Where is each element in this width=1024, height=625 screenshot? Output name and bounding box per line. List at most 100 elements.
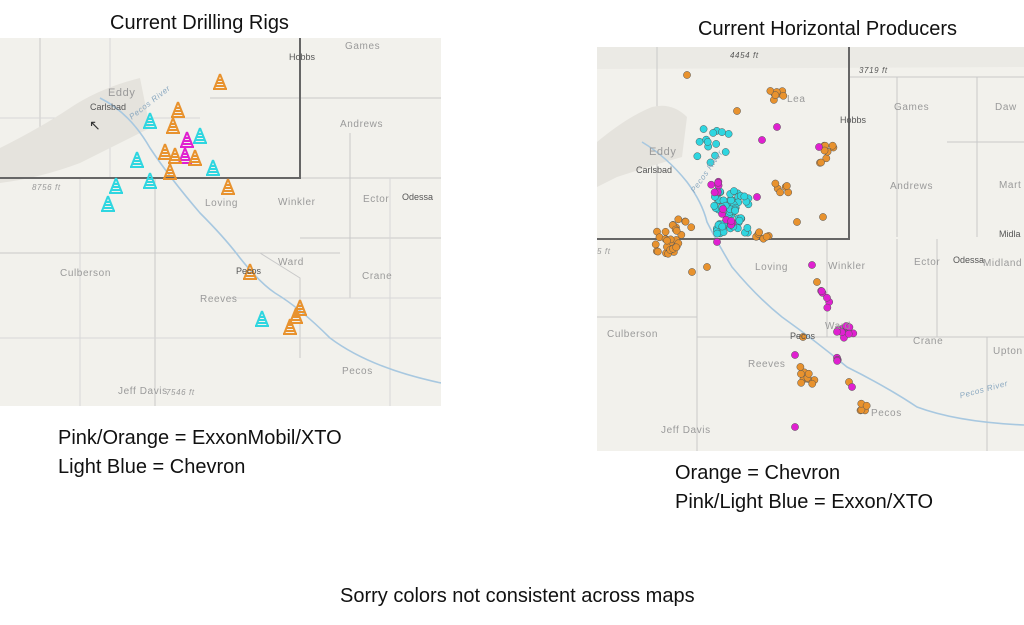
- label-pecos-county: Pecos: [342, 366, 373, 377]
- label-hobbs: Hobbs: [289, 52, 316, 62]
- drilling-rig-icon: [168, 147, 182, 164]
- label-elev-4454: 4454 ft: [730, 51, 759, 60]
- well-dot-icon: [727, 196, 735, 205]
- well-dot-icon: [687, 223, 696, 232]
- label-crane: Crane: [362, 271, 393, 282]
- drilling-rig-icon: [143, 112, 157, 129]
- well-dot-icon: [804, 369, 813, 378]
- well-dot-icon: [797, 370, 805, 378]
- drilling-rig-icon: [221, 178, 235, 195]
- left-legend-line-2: Light Blue = Chevron: [58, 456, 246, 478]
- right-legend-line-2: Pink/Light Blue = Exxon/XTO: [675, 491, 934, 513]
- well-dot-icon: [799, 333, 807, 341]
- right-map-title: Current Horizontal Producers: [698, 18, 957, 40]
- label-eddy: Eddy: [108, 87, 136, 99]
- well-dot-icon: [654, 247, 662, 256]
- left-map[interactable]: Games Hobbs Eddy Carlsbad Andrews 8756 f…: [0, 38, 441, 406]
- well-dot-icon: [718, 128, 726, 136]
- well-dot-icon: [674, 215, 683, 224]
- well-dot-icon: [719, 205, 727, 213]
- well-dot-icon: [695, 137, 704, 146]
- drilling-rig-icon: [243, 263, 257, 280]
- well-dot-icon: [762, 232, 771, 241]
- right-map[interactable]: 4454 ft 3719 ft Games Daw Lea Hobbs Eddy…: [597, 47, 1024, 451]
- well-dot-icon: [773, 123, 781, 131]
- label-culberson: Culberson: [60, 268, 111, 279]
- well-dot-icon: [823, 303, 832, 312]
- well-dot-icon: [693, 152, 702, 161]
- label-elev-left: 5 ft: [597, 247, 611, 256]
- well-dot-icon: [730, 187, 738, 195]
- label-winkler: Winkler: [278, 197, 316, 208]
- drilling-rig-icon: [163, 163, 177, 180]
- well-dot-icon: [779, 91, 788, 100]
- well-dot-icon: [672, 226, 681, 235]
- well-dot-icon: [683, 71, 691, 79]
- well-dot-icon: [743, 224, 752, 232]
- label-eddy: Eddy: [649, 146, 677, 158]
- right-legend-line-1: Orange = Chevron: [675, 462, 841, 484]
- drilling-rig-icon: [289, 307, 303, 324]
- left-map-basemap: [0, 38, 441, 406]
- drilling-rig-icon: [193, 127, 207, 144]
- well-dot-icon: [758, 136, 766, 144]
- well-dot-icon: [817, 158, 825, 167]
- well-dot-icon: [713, 229, 722, 238]
- drilling-rig-icon: [166, 117, 180, 134]
- label-elev-7546: 7546 ft: [166, 388, 195, 397]
- label-jeff-davis: Jeff Davis: [661, 425, 711, 436]
- well-dot-icon: [706, 158, 715, 167]
- well-dot-icon: [793, 218, 801, 226]
- well-dot-icon: [813, 278, 821, 286]
- drilling-rig-icon: [178, 147, 192, 164]
- drilling-rig-icon: [143, 172, 157, 189]
- well-dot-icon: [733, 107, 741, 115]
- well-dot-icon: [833, 327, 841, 336]
- left-legend: Pink/Orange = ExxonMobil/XTO Light Blue …: [58, 424, 342, 482]
- well-dot-icon: [815, 143, 823, 151]
- label-ector: Ector: [363, 194, 390, 205]
- well-dot-icon: [721, 148, 730, 156]
- well-dot-icon: [797, 379, 805, 387]
- well-dot-icon: [714, 178, 722, 187]
- well-dot-icon: [727, 217, 736, 225]
- label-martin: Mart: [999, 180, 1022, 191]
- well-dot-icon: [776, 188, 784, 197]
- label-pecos-city: Pecos: [790, 331, 816, 341]
- label-hobbs: Hobbs: [840, 115, 867, 125]
- label-ward: Ward: [825, 321, 851, 332]
- label-games: Games: [894, 102, 930, 113]
- well-dot-icon: [663, 236, 671, 245]
- well-dot-icon: [711, 151, 719, 160]
- well-dot-icon: [755, 228, 763, 237]
- well-dot-icon: [713, 238, 721, 246]
- label-midland-county: Midland: [983, 258, 1023, 269]
- label-elev-8756: 8756 ft: [32, 183, 61, 192]
- well-dot-icon: [672, 243, 681, 252]
- well-dot-icon: [710, 188, 719, 197]
- well-dot-icon: [651, 240, 660, 249]
- drilling-rig-icon: [109, 177, 123, 194]
- well-dot-icon: [703, 263, 711, 271]
- well-dot-icon: [699, 125, 708, 133]
- label-jeff-davis: Jeff Davis: [118, 386, 168, 397]
- well-dot-icon: [845, 323, 854, 332]
- well-dot-icon: [791, 351, 799, 359]
- drilling-rig-icon: [206, 159, 220, 176]
- drilling-rig-icon: [213, 73, 227, 90]
- well-dot-icon: [820, 146, 829, 155]
- label-odessa: Odessa: [953, 255, 985, 265]
- well-dot-icon: [848, 383, 856, 391]
- label-reeves: Reeves: [748, 359, 786, 370]
- well-dot-icon: [771, 91, 780, 99]
- footer-note: Sorry colors not consistent across maps: [340, 585, 695, 607]
- drilling-rig-icon: [188, 149, 202, 166]
- drilling-rig-icon: [171, 101, 185, 118]
- label-upton: Upton: [993, 346, 1023, 357]
- label-loving: Loving: [755, 262, 789, 273]
- well-dot-icon: [709, 129, 717, 137]
- well-dot-icon: [833, 357, 842, 365]
- well-dot-icon: [707, 180, 716, 189]
- well-dot-icon: [712, 140, 720, 148]
- drilling-rig-icon: [255, 310, 269, 327]
